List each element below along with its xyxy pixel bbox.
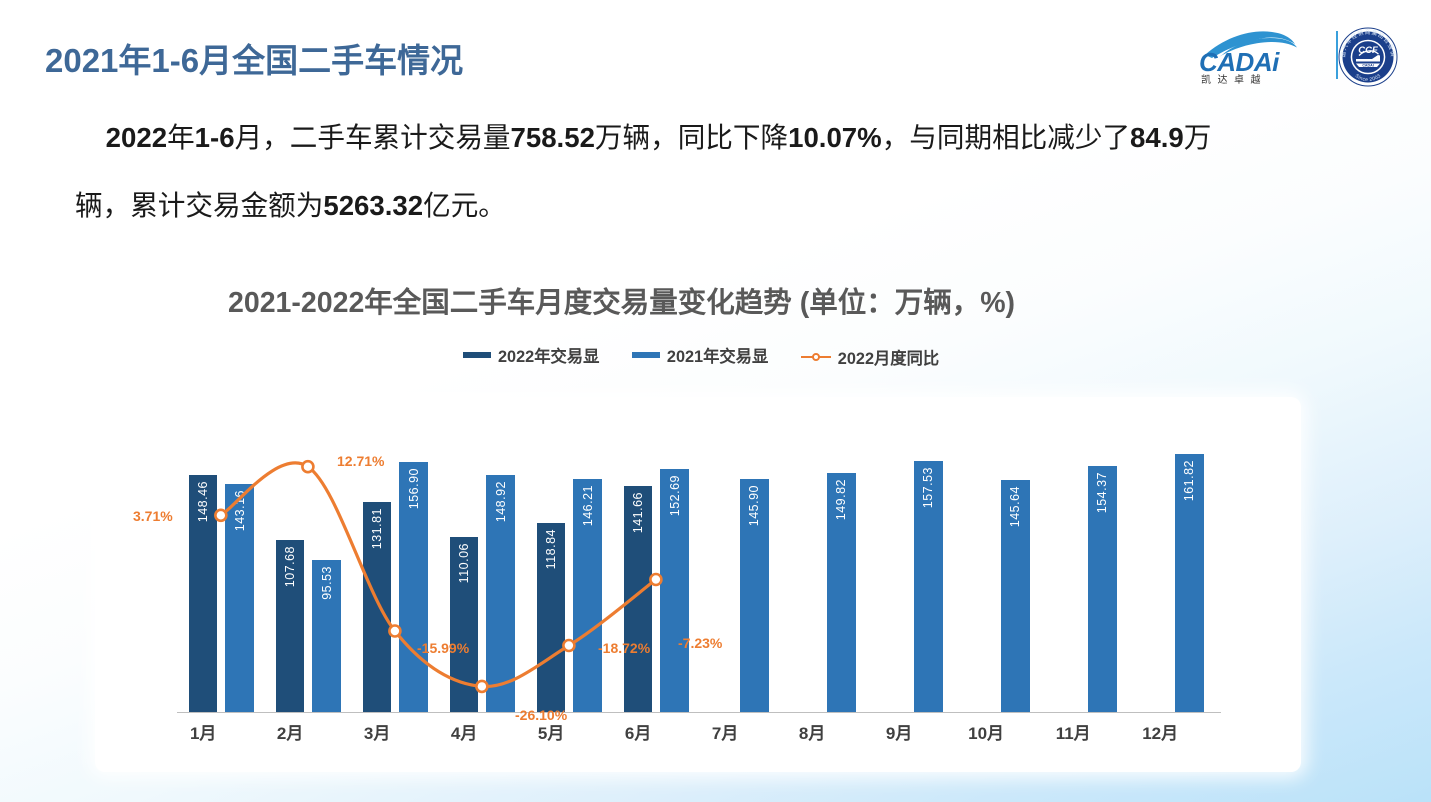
svg-text:CADAI: CADAI xyxy=(1362,64,1373,68)
